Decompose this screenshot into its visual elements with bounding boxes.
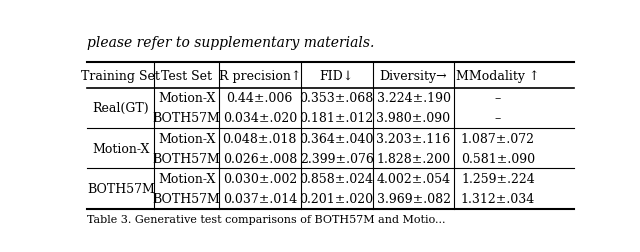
Text: Table 3. Generative test comparisons of BOTH57M and Motio...: Table 3. Generative test comparisons of … [88, 215, 446, 225]
Text: BOTH57M: BOTH57M [153, 112, 221, 125]
Text: 3.980±.090: 3.980±.090 [376, 112, 451, 125]
Text: 1.259±.224: 1.259±.224 [461, 172, 535, 185]
Text: BOTH57M: BOTH57M [87, 182, 155, 195]
Text: BOTH57M: BOTH57M [153, 152, 221, 165]
Text: 2.399±.076: 2.399±.076 [300, 152, 374, 165]
Text: 0.858±.024: 0.858±.024 [300, 172, 374, 185]
Text: please refer to supplementary materials.: please refer to supplementary materials. [88, 36, 375, 50]
Text: –: – [495, 112, 501, 125]
Text: 1.087±.072: 1.087±.072 [461, 132, 535, 145]
Text: Motion-X: Motion-X [158, 92, 215, 105]
Text: Diversity→: Diversity→ [380, 69, 447, 82]
Text: 1.828±.200: 1.828±.200 [376, 152, 451, 165]
Text: 0.201±.020: 0.201±.020 [300, 192, 374, 205]
Text: 0.037±.014: 0.037±.014 [223, 192, 297, 205]
Text: 3.203±.116: 3.203±.116 [376, 132, 451, 145]
Text: 0.030±.002: 0.030±.002 [223, 172, 297, 185]
Text: FID↓: FID↓ [319, 69, 354, 82]
Text: MModality ↑: MModality ↑ [456, 69, 540, 82]
Text: 0.581±.090: 0.581±.090 [461, 152, 535, 165]
Text: 0.026±.008: 0.026±.008 [223, 152, 297, 165]
Text: 3.224±.190: 3.224±.190 [376, 92, 451, 105]
Text: Motion-X: Motion-X [158, 132, 215, 145]
Text: 4.002±.054: 4.002±.054 [376, 172, 451, 185]
Text: Training Set: Training Set [81, 69, 161, 82]
Text: BOTH57M: BOTH57M [153, 192, 221, 205]
Text: Motion-X: Motion-X [92, 142, 150, 155]
Text: 1.312±.034: 1.312±.034 [461, 192, 535, 205]
Text: Motion-X: Motion-X [158, 172, 215, 185]
Text: R precision↑: R precision↑ [219, 69, 301, 82]
Text: 0.364±.040: 0.364±.040 [300, 132, 374, 145]
Text: 3.969±.082: 3.969±.082 [376, 192, 451, 205]
Text: Test Set: Test Set [161, 69, 212, 82]
Text: 0.034±.020: 0.034±.020 [223, 112, 297, 125]
Text: 0.181±.012: 0.181±.012 [300, 112, 374, 125]
Text: 0.353±.068: 0.353±.068 [300, 92, 374, 105]
Text: 0.44±.006: 0.44±.006 [227, 92, 293, 105]
Text: –: – [495, 92, 501, 105]
Text: 0.048±.018: 0.048±.018 [223, 132, 297, 145]
Text: Real(GT): Real(GT) [93, 102, 149, 115]
